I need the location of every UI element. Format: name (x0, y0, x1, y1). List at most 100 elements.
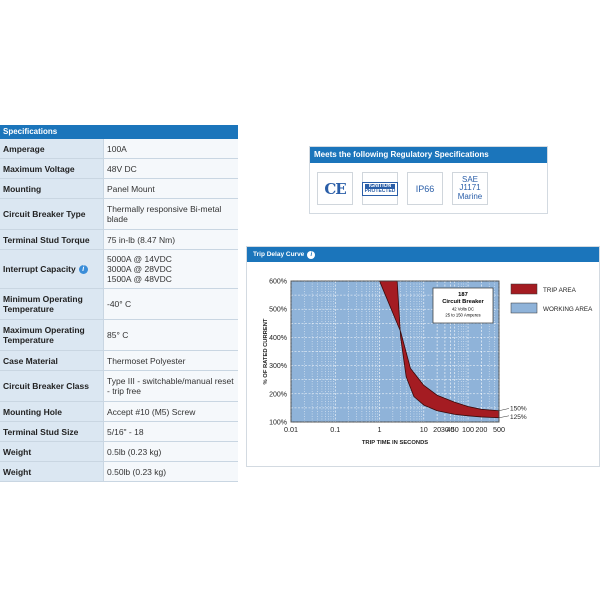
spec-label-text: Amperage (3, 143, 45, 154)
protected-label: PROTECTED (364, 187, 396, 194)
y-tick-label: 400% (269, 335, 287, 342)
spec-label: Mounting (0, 179, 104, 198)
y-tick-label: 100% (269, 420, 287, 427)
spec-label-text: Case Material (3, 355, 58, 366)
spec-label-text: Terminal Stud Torque (3, 234, 90, 245)
spec-row: Maximum Voltage 48V DC (0, 159, 238, 179)
regulatory-specifications: Meets the following Regulatory Specifica… (309, 146, 548, 214)
spec-value: 5/16" - 18 (104, 422, 238, 441)
spec-label: Weight (0, 462, 104, 481)
legend-swatch-working (510, 302, 538, 314)
spec-value: Type III - switchable/manual reset - tri… (104, 371, 238, 401)
spec-value: 100A (104, 139, 238, 158)
specifications-title: Specifications (0, 125, 238, 139)
spec-value: Thermoset Polyester (104, 351, 238, 370)
spec-label-text: Interrupt Capacity (3, 264, 76, 274)
spec-label: Terminal Stud Torque (0, 230, 104, 249)
spec-label-text: Mounting Hole (3, 406, 63, 417)
spec-label-text: Maximum Voltage (3, 163, 75, 174)
legend-label-trip: TRIP AREA (543, 287, 577, 294)
spec-row: Interrupt Capacity i 5000A @ 14VDC 3000A @… (0, 250, 238, 289)
spec-label: Minimum Operating Temperature (0, 289, 104, 319)
y-axis-label: % OF RATED CURRENT (263, 318, 269, 384)
specifications-table: Specifications Amperage 100A Maximum Volta… (0, 125, 238, 482)
sae-line-2: J1171 (459, 183, 481, 193)
legend-swatch-trip (510, 283, 538, 295)
ip66-label: IP66 (415, 183, 435, 194)
spec-row: Terminal Stud Torque 75 in-lb (8.47 Nm) (0, 230, 238, 250)
spec-label-text: Weight (3, 466, 32, 477)
annotation-150: 150% (510, 405, 527, 412)
specifications-rows: Amperage 100A Maximum Voltage 48V DC Mountin… (0, 139, 238, 482)
ce-badge: CE (317, 172, 353, 205)
trip-area (379, 280, 500, 419)
spec-row: Minimum Operating Temperature -40° C (0, 289, 238, 320)
spec-label: Maximum Operating Temperature (0, 320, 104, 350)
spec-value: 85° C (104, 320, 238, 350)
breaker-voltage: 42 Volts DC (452, 307, 474, 312)
spec-label: Amperage (0, 139, 104, 158)
x-axis-label: TRIP TIME IN SECONDS (362, 440, 428, 446)
x-tick-label: 50 (451, 425, 459, 434)
y-tick-label: 500% (269, 307, 287, 314)
x-tick-label: 200 (475, 425, 487, 434)
spec-row: Weight 0.5lb (0.23 kg) (0, 442, 238, 462)
x-tick-label: 30 (441, 425, 449, 434)
x-tick-label: 0.1 (330, 425, 340, 434)
spec-value: 75 in-lb (8.47 Nm) (104, 230, 238, 249)
x-tick-label: 0.01 (284, 425, 298, 434)
plot-frame (290, 280, 500, 423)
spec-row: Maximum Operating Temperature 85° C (0, 320, 238, 351)
breaker-model: 187 (458, 292, 468, 298)
ignition-protected-icon: IGNITION PROTECTED (361, 181, 399, 196)
spec-row: Circuit Breaker Class Type III - switchab… (0, 371, 238, 402)
spec-label-text: Weight (3, 446, 32, 457)
y-tick-label: 300% (269, 363, 287, 370)
spec-row: Circuit Breaker Type Thermally responsive… (0, 199, 238, 230)
x-tick-label: 100 (462, 425, 474, 434)
info-icon[interactable]: i (78, 264, 88, 274)
breaker-range: 25 to 150 Amperes (445, 313, 480, 318)
annotation-line (498, 408, 510, 411)
ce-mark-icon: CE (324, 179, 346, 198)
y-tick-label: 200% (269, 391, 287, 398)
x-tick-label: 500 (493, 425, 505, 434)
spec-value: Accept #10 (M5) Screw (104, 402, 238, 421)
sae-line-3: Marine (457, 191, 483, 201)
spec-label: Interrupt Capacity i (0, 250, 104, 288)
spec-row: Weight 0.50lb (0.23 kg) (0, 462, 238, 482)
breaker-info-box (432, 287, 494, 324)
trip-delay-chart: Trip Delay Curve i 0.01 0.1 1 10 20 30 40 50 100… (246, 246, 600, 467)
sae-line-1: SAE (461, 174, 478, 184)
chart-title: Trip Delay Curve (253, 251, 305, 258)
sae-badge: SAE J1171 Marine (452, 172, 488, 205)
spec-row: Mounting Panel Mount (0, 179, 238, 199)
spec-value: 5000A @ 14VDC 3000A @ 28VDC 1500A @ 48VD… (104, 250, 238, 288)
spec-row: Amperage 100A (0, 139, 238, 159)
ignition-protected-badge: IGNITION PROTECTED (361, 172, 399, 205)
spec-label-text: Terminal Stud Size (3, 426, 79, 437)
spec-label: Weight (0, 442, 104, 461)
ignition-label: IGNITION (364, 183, 396, 189)
annotation-125: 125% (510, 414, 527, 421)
spec-label: Mounting Hole (0, 402, 104, 421)
spec-row: Case Material Thermoset Polyester (0, 351, 238, 371)
spec-label-text: Maximum Operating Temperature (3, 325, 85, 345)
regulatory-badges: CE IGNITION PROTECTED IP66 SAE J1171 Mar… (310, 163, 547, 205)
spec-row: Terminal Stud Size 5/16" - 18 (0, 422, 238, 442)
spec-value: 0.50lb (0.23 kg) (104, 462, 238, 481)
x-tick-label: 40 (446, 425, 454, 434)
spec-label: Maximum Voltage (0, 159, 104, 178)
spec-value: 0.5lb (0.23 kg) (104, 442, 238, 461)
spec-value: -40° C (104, 289, 238, 319)
legend-label-working: WORKING AREA (543, 306, 593, 313)
ip66-badge: IP66 (407, 172, 443, 205)
annotation-line (498, 415, 510, 419)
x-tick-label: 1 (378, 425, 382, 434)
spec-row: Mounting Hole Accept #10 (M5) Screw (0, 402, 238, 422)
breaker-subtitle: Circuit Breaker (442, 299, 484, 305)
info-icon[interactable]: i (307, 250, 316, 259)
spec-label-text: Circuit Breaker Class (3, 381, 89, 391)
chart-header: Trip Delay Curve i (247, 247, 599, 262)
